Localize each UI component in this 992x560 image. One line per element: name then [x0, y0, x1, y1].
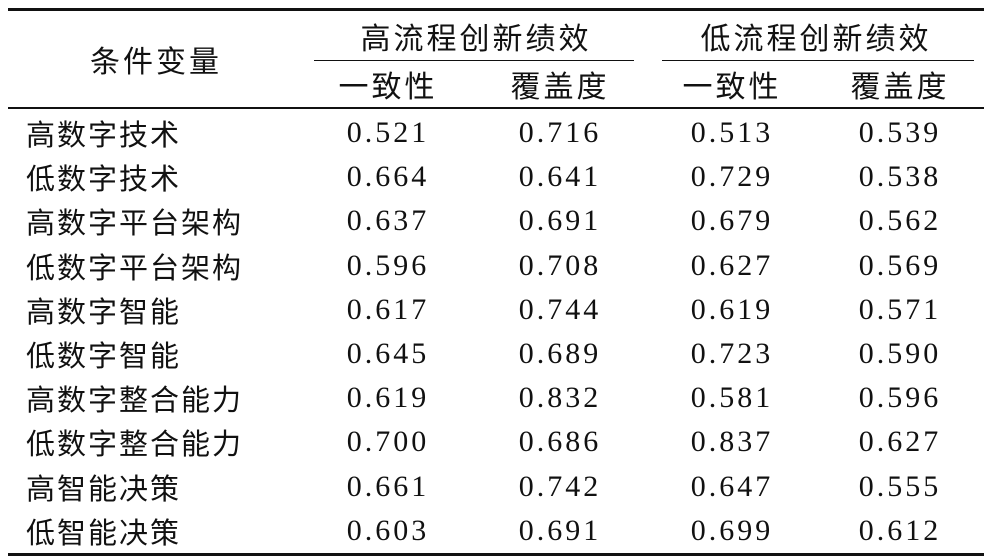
row-label: 高数字平台架构	[26, 206, 244, 241]
table-row: 低数字整合能力 0.700 0.686 0.837 0.627	[8, 420, 984, 464]
value-cell: 0.590	[858, 337, 942, 371]
table-row: 低数字技术 0.664 0.641 0.729 0.538	[8, 155, 984, 199]
sub-header-coverage-high: 覆盖度	[510, 70, 610, 105]
value-cell: 0.664	[346, 160, 430, 194]
value-cell: 0.596	[346, 248, 430, 282]
table-row: 低数字平台架构 0.596 0.708 0.627 0.569	[8, 244, 984, 288]
row-label: 低数字智能	[26, 339, 182, 374]
corner-label: 条件变量	[90, 45, 222, 80]
sub-header-coverage-low: 覆盖度	[850, 70, 950, 105]
value-cell: 0.832	[518, 381, 602, 415]
value-cell: 0.686	[518, 425, 602, 459]
table-row: 低智能决策 0.603 0.691 0.699 0.612	[8, 509, 984, 555]
table-row: 高数字平台架构 0.637 0.691 0.679 0.562	[8, 199, 984, 243]
data-table: 条件变量 高流程创新绩效 低流程创新绩效 一致性 覆盖度 一致性 覆盖度 高数字…	[8, 8, 984, 556]
value-cell: 0.723	[690, 337, 774, 371]
group-header-low: 低流程创新绩效	[648, 10, 984, 61]
value-cell: 0.521	[346, 116, 430, 150]
value-cell: 0.539	[858, 116, 942, 150]
value-cell: 0.603	[346, 513, 430, 547]
value-cell: 0.742	[518, 469, 602, 503]
group-underline-high	[314, 60, 634, 61]
row-label: 低数字技术	[26, 162, 182, 197]
row-label: 高数字整合能力	[26, 383, 244, 418]
value-cell: 0.562	[858, 204, 942, 238]
value-cell: 0.627	[690, 248, 774, 282]
value-cell: 0.596	[858, 381, 942, 415]
value-cell: 0.617	[346, 292, 430, 326]
value-cell: 0.619	[346, 381, 430, 415]
value-cell: 0.571	[858, 292, 942, 326]
value-cell: 0.729	[690, 160, 774, 194]
table-body: 高数字技术 0.521 0.716 0.513 0.539 低数字技术 0.664 0.641…	[8, 108, 984, 555]
value-cell: 0.645	[346, 337, 430, 371]
header-group-row: 条件变量 高流程创新绩效 低流程创新绩效	[8, 9, 984, 80]
value-cell: 0.627	[858, 425, 942, 459]
value-cell: 0.569	[858, 248, 942, 282]
value-cell: 0.716	[518, 116, 602, 150]
group-header-high-label: 高流程创新绩效	[360, 22, 592, 57]
row-label: 低智能决策	[26, 515, 182, 550]
value-cell: 0.513	[690, 116, 774, 150]
value-cell: 0.708	[518, 248, 602, 282]
value-cell: 0.641	[518, 160, 602, 194]
table-row: 高数字智能 0.617 0.744 0.619 0.571	[8, 288, 984, 332]
value-cell: 0.581	[690, 381, 774, 415]
row-label: 高数字智能	[26, 294, 182, 329]
value-cell: 0.679	[690, 204, 774, 238]
value-cell: 0.538	[858, 160, 942, 194]
value-cell: 0.555	[858, 469, 942, 503]
value-cell: 0.661	[346, 469, 430, 503]
row-label: 高智能决策	[26, 471, 182, 506]
value-cell: 0.691	[518, 204, 602, 238]
table-row: 高数字整合能力 0.619 0.832 0.581 0.596	[8, 376, 984, 420]
table-row: 低数字智能 0.645 0.689 0.723 0.590	[8, 332, 984, 376]
value-cell: 0.619	[690, 292, 774, 326]
table-header: 条件变量 高流程创新绩效 低流程创新绩效 一致性 覆盖度 一致性 覆盖度	[8, 9, 984, 108]
value-cell: 0.691	[518, 513, 602, 547]
value-cell: 0.637	[346, 204, 430, 238]
row-label: 低数字整合能力	[26, 427, 244, 462]
value-cell: 0.647	[690, 469, 774, 503]
value-cell: 0.837	[690, 425, 774, 459]
header-sub-row: 一致性 覆盖度 一致性 覆盖度	[8, 61, 984, 108]
table-row: 高智能决策 0.661 0.742 0.647 0.555	[8, 465, 984, 509]
value-cell: 0.700	[346, 425, 430, 459]
group-header-low-label: 低流程创新绩效	[700, 22, 932, 57]
sub-header-consistency-high: 一致性	[338, 70, 438, 105]
value-cell: 0.689	[518, 337, 602, 371]
value-cell: 0.699	[690, 513, 774, 547]
sub-header-consistency-low: 一致性	[682, 70, 782, 105]
value-cell: 0.744	[518, 292, 602, 326]
row-label: 高数字技术	[26, 118, 182, 153]
table-row: 高数字技术 0.521 0.716 0.513 0.539	[8, 108, 984, 155]
row-label: 低数字平台架构	[26, 250, 244, 285]
group-underline-low	[662, 60, 974, 61]
value-cell: 0.612	[858, 513, 942, 547]
group-header-high: 高流程创新绩效	[304, 10, 648, 61]
